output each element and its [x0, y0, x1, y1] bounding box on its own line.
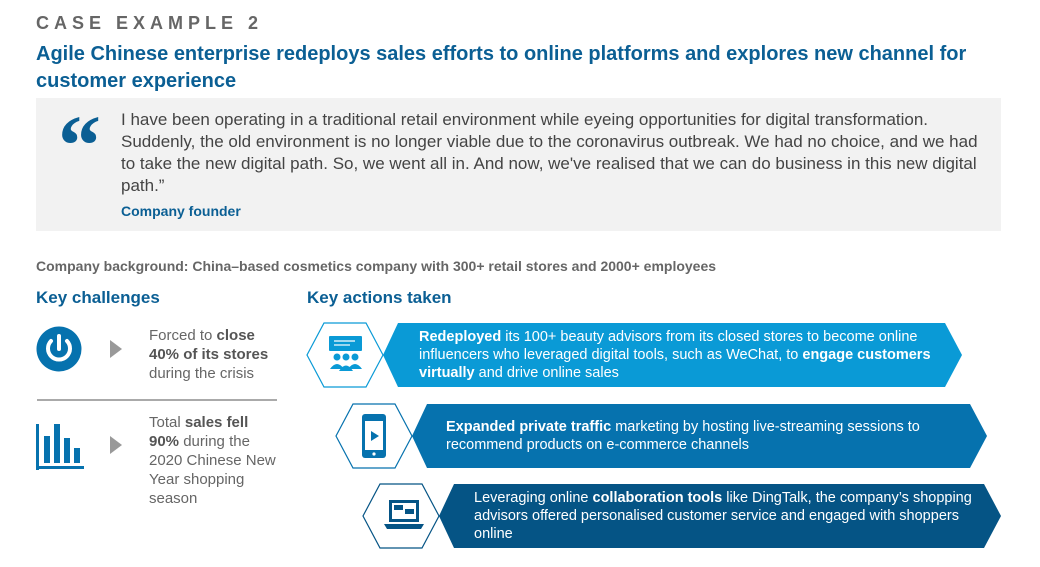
eyebrow-label: CASE EXAMPLE 2	[36, 13, 264, 33]
action-text-1: Redeployed its 100+ beauty advisors from…	[419, 329, 931, 381]
phone-video-icon	[362, 414, 386, 458]
quote-mark-icon: “	[58, 97, 101, 193]
actions-heading: Key actions taken	[307, 288, 452, 307]
power-icon	[36, 326, 82, 372]
banner-shape	[383, 323, 962, 387]
arrow-right-icon	[110, 436, 122, 454]
action-text-2: Expanded private traffic marketing by ho…	[446, 419, 920, 453]
challenges-heading: Key challenges	[36, 288, 160, 307]
challenge-text: Total sales fell 90% during the 2020 Chi…	[149, 414, 276, 507]
banner-shape	[439, 484, 1001, 548]
quote-box	[36, 98, 1001, 231]
challenge-text: Forced to close 40% of its stores during…	[149, 327, 269, 382]
arrow-right-icon	[110, 340, 122, 358]
quote-author: Company founder	[121, 203, 241, 219]
divider	[37, 399, 277, 401]
banner-shape	[412, 404, 987, 468]
page-title: Agile Chinese enterprise redeploys sales…	[36, 43, 967, 92]
laptop-chat-icon	[384, 500, 424, 529]
action-text-3: Leveraging online collaboration tools li…	[474, 490, 972, 542]
quote-text: I have been operating in a traditional r…	[121, 110, 978, 195]
bar-chart-icon	[36, 422, 84, 470]
people-chat-icon	[329, 336, 362, 371]
company-background: Company background: China–based cosmetic…	[36, 258, 717, 274]
